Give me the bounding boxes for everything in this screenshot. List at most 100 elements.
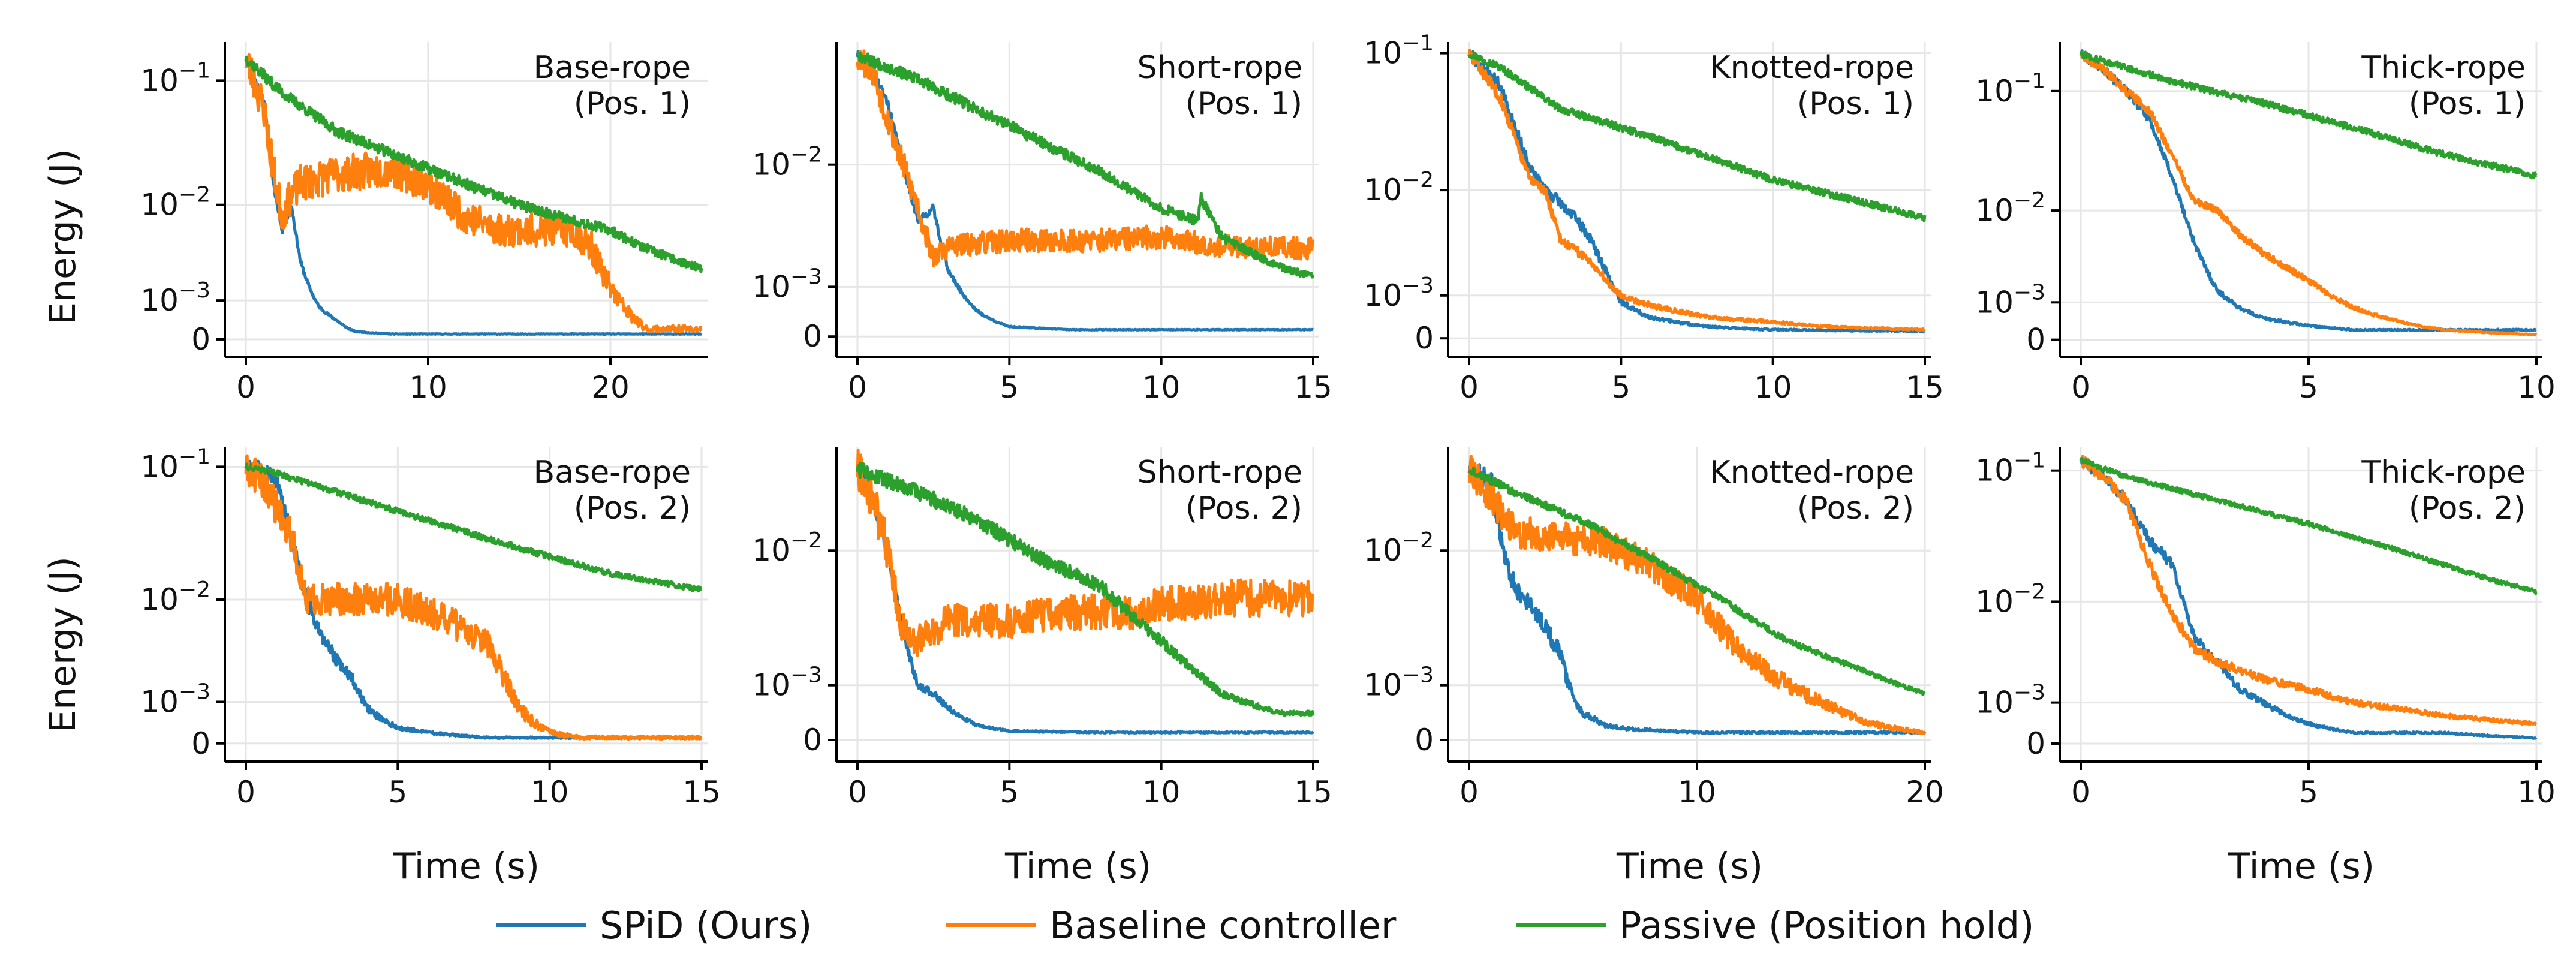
- y-tick-label: 10−1: [1975, 69, 2045, 109]
- y-tick-label: 10−3: [752, 264, 822, 304]
- panel-subtitle: (Pos. 2): [1185, 490, 1302, 526]
- series-line-passive-position-hold: [856, 461, 1315, 717]
- x-tick-label: 5: [388, 775, 407, 809]
- x-tick-label: 5: [1611, 370, 1630, 405]
- panel-6: 0 5 10 15 0 10−3 10−2 Short-rope(Pos. 2): [752, 447, 1332, 809]
- y-tick-label: 10−3: [140, 278, 210, 318]
- y-tick-label: 0: [2026, 726, 2045, 761]
- panel-subtitle: (Pos. 1): [574, 86, 691, 122]
- panel-subtitle: (Pos. 1): [1797, 86, 1914, 122]
- x-tick-label: 0: [236, 370, 255, 405]
- y-tick-label: 0: [803, 723, 822, 757]
- panel-title: Knotted-rope: [1710, 50, 1914, 86]
- x-tick-label: 10: [531, 775, 569, 809]
- x-tick-label: 10: [1678, 775, 1716, 809]
- series-line-baseline-controller: [856, 448, 1315, 657]
- x-tick-label: 0: [1459, 370, 1479, 405]
- series-line-baseline-controller: [244, 454, 703, 741]
- y-axis-label-row-1: Energy (J): [42, 149, 84, 325]
- series-line-spid-ours: [244, 59, 703, 336]
- x-tick-label: 10: [2517, 775, 2556, 809]
- panel-title: Short-rope: [1137, 455, 1302, 490]
- panel-subtitle: (Pos. 2): [2409, 490, 2526, 526]
- series-line-passive-position-hold: [856, 52, 1315, 279]
- y-tick-label: 10−2: [752, 528, 822, 568]
- x-axis-label-col-4: Time (s): [2228, 845, 2375, 887]
- series-line-spid-ours: [1467, 49, 1926, 333]
- x-tick-label: 5: [2299, 775, 2318, 809]
- panel-3: 0 5 10 15 0 10−3 10−2 10−1 Knotted-rope(Pos. 1): [1364, 31, 1944, 405]
- y-tick-label: 10−1: [1975, 449, 2045, 488]
- x-tick-label: 5: [1000, 370, 1019, 405]
- y-tick-label: 0: [1415, 723, 1434, 757]
- series-line-passive-position-hold: [1468, 466, 1926, 696]
- x-tick-label: 5: [1000, 775, 1019, 809]
- x-tick-label: 0: [2071, 775, 2090, 809]
- x-tick-label: 0: [2071, 370, 2090, 405]
- series-line-passive-position-hold: [244, 462, 703, 593]
- series-line-baseline-controller: [1467, 49, 1926, 332]
- x-tick-label: 0: [848, 775, 867, 809]
- y-tick-label: 0: [191, 726, 210, 761]
- x-tick-label: 10: [1142, 775, 1181, 809]
- series-line-spid-ours: [2080, 456, 2538, 740]
- x-tick-label: 15: [1294, 775, 1332, 809]
- x-tick-label: 0: [236, 775, 255, 809]
- panel-title: Thick-rope: [2361, 50, 2526, 86]
- x-tick-label: 20: [1906, 775, 1944, 809]
- panel-8: 0 5 10 0 10−3 10−2 10−1 Thick-rope(Pos. 2): [1975, 447, 2556, 809]
- y-tick-label: 10−1: [1364, 31, 1434, 71]
- series-line-passive-position-hold: [2079, 456, 2538, 595]
- x-tick-label: 15: [1294, 370, 1332, 405]
- x-tick-label: 0: [848, 370, 867, 405]
- series-line-baseline-controller: [244, 53, 703, 334]
- x-axis-label-col-1: Time (s): [393, 845, 540, 887]
- panel-5: 0 5 10 15 0 10−3 10−2 10−1 Base-rope(Pos. 2): [140, 444, 721, 809]
- legend: SPiD (Ours) Baseline controller Passive …: [496, 904, 2034, 947]
- x-tick-label: 10: [409, 370, 447, 405]
- series-line-baseline-controller: [2079, 50, 2538, 336]
- y-tick-label: 10−1: [140, 58, 210, 98]
- y-tick-label: 0: [2026, 323, 2045, 357]
- panel-subtitle: (Pos. 2): [574, 490, 691, 526]
- x-axis-label-col-3: Time (s): [1616, 845, 1763, 887]
- series-line-spid-ours: [856, 468, 1314, 735]
- panel-subtitle: (Pos. 1): [2409, 86, 2526, 122]
- x-axis-label-col-2: Time (s): [1004, 845, 1151, 887]
- panel-title: Base-rope: [534, 50, 691, 86]
- y-tick-label: 10−3: [752, 663, 822, 703]
- x-tick-label: 5: [2299, 370, 2318, 405]
- x-tick-label: 0: [1459, 775, 1479, 809]
- series-line-passive-position-hold: [1467, 51, 1927, 222]
- y-tick-label: 10−2: [140, 577, 210, 617]
- y-tick-label: 10−3: [1975, 681, 2045, 720]
- panel-subtitle: (Pos. 2): [1797, 490, 1914, 526]
- x-tick-label: 20: [591, 370, 630, 405]
- y-tick-label: 10−2: [1364, 168, 1434, 207]
- y-tick-label: 0: [191, 322, 210, 357]
- panel-1: 0 10 20 0 10−3 10−2 10−1 Base-rope(Pos. 1): [140, 42, 708, 405]
- y-tick-label: 10−3: [1364, 273, 1434, 313]
- legend-label-spid: SPiD (Ours): [600, 904, 812, 947]
- panel-subtitle: (Pos. 1): [1185, 86, 1302, 122]
- panel-title: Short-rope: [1137, 50, 1302, 86]
- panel-title: Knotted-rope: [1710, 455, 1914, 490]
- series-line-baseline-controller: [2079, 455, 2538, 726]
- y-tick-label: 10−2: [752, 143, 822, 182]
- y-tick-label: 10−1: [140, 444, 210, 484]
- y-tick-label: 10−2: [1975, 188, 2045, 228]
- series-line-spid-ours: [856, 50, 1314, 332]
- legend-label-baseline: Baseline controller: [1049, 904, 1397, 947]
- legend-label-passive: Passive (Position hold): [1619, 904, 2034, 947]
- x-tick-label: 15: [1906, 370, 1944, 405]
- y-tick-label: 0: [803, 319, 822, 354]
- y-tick-label: 10−3: [1364, 663, 1434, 703]
- series-line-passive-position-hold: [244, 55, 703, 273]
- series-line-passive-position-hold: [2079, 50, 2538, 180]
- y-tick-label: 10−2: [1364, 528, 1434, 568]
- y-tick-label: 10−3: [140, 679, 210, 719]
- x-tick-label: 10: [1754, 370, 1792, 405]
- y-axis-label-row-2: Energy (J): [42, 556, 84, 733]
